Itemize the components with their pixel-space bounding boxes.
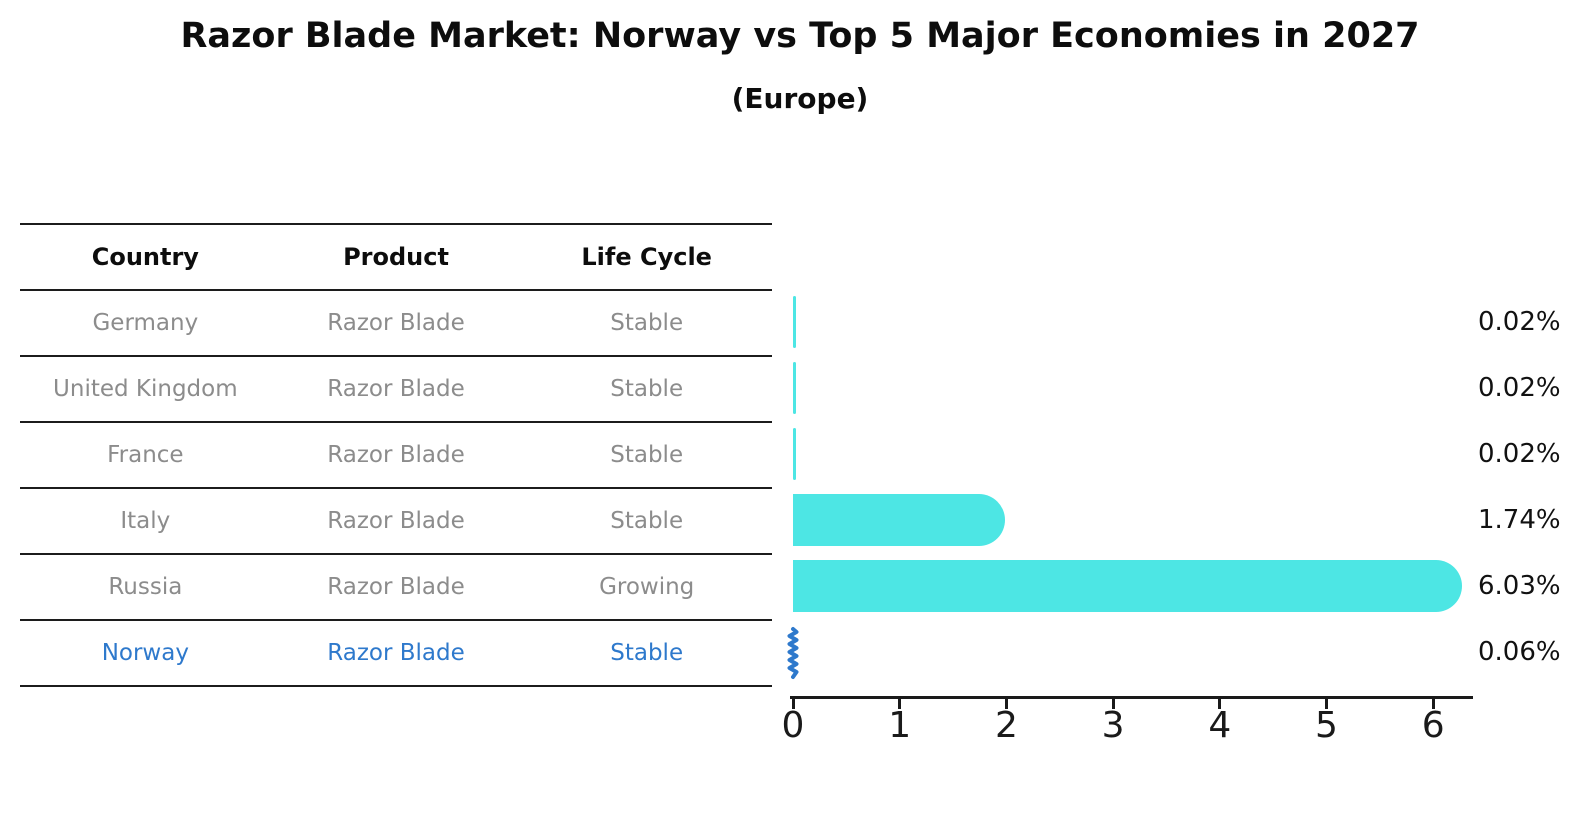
table-row-germany: Germany Razor Blade Stable <box>20 291 772 357</box>
table-cell-product: Razor Blade <box>327 442 465 468</box>
table-cell-life-cycle: Stable <box>610 640 684 666</box>
table-cell-life-cycle: Stable <box>610 508 684 534</box>
table-row-norway: Norway Razor Blade Stable <box>20 621 772 687</box>
value-label-france: 0.02% <box>1478 439 1561 469</box>
x-axis-line <box>790 696 1473 699</box>
bar-united-kingdom <box>793 362 796 414</box>
column-header-product: Product <box>343 243 449 271</box>
value-label-united-kingdom: 0.02% <box>1478 373 1561 403</box>
x-axis-tick-label: 4 <box>1208 705 1232 746</box>
table-cell-product: Razor Blade <box>327 376 465 402</box>
page-subtitle: (Europe) <box>731 82 869 115</box>
table-row-france: France Razor Blade Stable <box>20 423 772 489</box>
table-cell-life-cycle: Stable <box>610 376 684 402</box>
table-row-italy: Italy Razor Blade Stable <box>20 489 772 555</box>
info-table: Country Product Life Cycle Germany Razor … <box>20 223 772 687</box>
table-cell-product: Razor Blade <box>327 310 465 336</box>
x-axis-tick <box>1004 698 1008 709</box>
page-title: Razor Blade Market: Norway vs Top 5 Majo… <box>180 16 1420 56</box>
x-axis-tick <box>898 698 902 709</box>
table-cell-country: United Kingdom <box>53 376 238 402</box>
x-axis-tick <box>1325 698 1328 709</box>
x-axis-tick-label: 2 <box>994 705 1018 746</box>
table-header-row: Country Product Life Cycle <box>20 225 772 291</box>
table-cell-life-cycle: Growing <box>599 574 695 600</box>
x-axis-tick-label: 5 <box>1315 705 1338 746</box>
table-body: Germany Razor Blade Stable United Kingdom Ra… <box>20 291 772 687</box>
bar-russia <box>793 560 1463 612</box>
value-label-germany: 0.02% <box>1478 307 1561 337</box>
bar-norway <box>786 626 800 684</box>
bar-germany <box>793 296 796 348</box>
sketch-bar-icon <box>787 627 799 679</box>
bar-france <box>793 428 796 480</box>
x-axis-tick-label: 1 <box>888 705 912 746</box>
column-header-life-cycle: Life Cycle <box>581 243 712 271</box>
table-cell-country: Norway <box>101 640 189 666</box>
value-label-italy: 1.74% <box>1478 505 1561 535</box>
x-axis-tick <box>1431 698 1435 709</box>
value-label-norway: 0.06% <box>1478 637 1561 667</box>
table-cell-life-cycle: Stable <box>610 310 684 336</box>
x-axis-tick-label: 6 <box>1421 705 1445 746</box>
table-cell-product: Razor Blade <box>327 508 465 534</box>
x-axis-tick-label: 0 <box>781 705 805 746</box>
bar-italy <box>793 494 1005 546</box>
table-cell-life-cycle: Stable <box>610 442 684 468</box>
table-cell-product: Razor Blade <box>327 640 465 666</box>
table-cell-country: France <box>107 442 184 468</box>
table-row-united-kingdom: United Kingdom Razor Blade Stable <box>20 357 772 423</box>
x-axis-tick <box>1218 698 1222 709</box>
x-axis-tick-label: 3 <box>1101 705 1125 746</box>
column-header-country: Country <box>91 243 199 271</box>
table-cell-country: Germany <box>92 310 199 336</box>
table-cell-country: Russia <box>108 574 183 600</box>
table-cell-country: Italy <box>120 508 171 534</box>
x-axis-tick <box>791 698 795 709</box>
value-label-russia: 6.03% <box>1478 571 1561 601</box>
table-row-russia: Russia Razor Blade Growing <box>20 555 772 621</box>
table-cell-product: Razor Blade <box>327 574 465 600</box>
x-axis-tick <box>1111 698 1115 709</box>
